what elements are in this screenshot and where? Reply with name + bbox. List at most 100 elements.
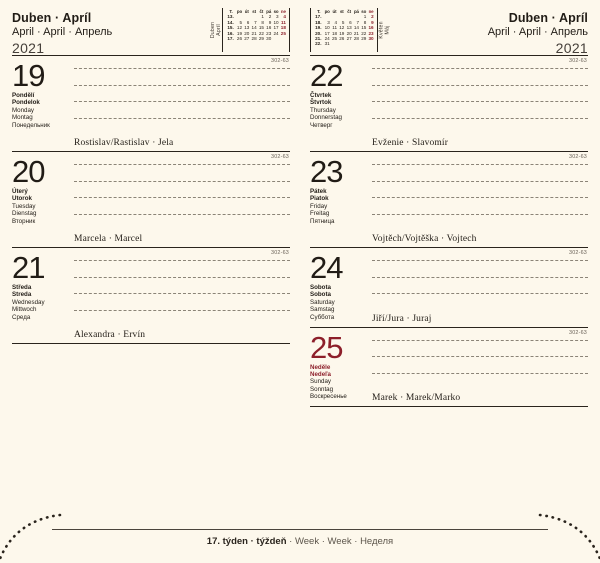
day-date-column: 22 Čtvrtek Štvrtok Thursday Donnerstag Четвер… [310, 59, 372, 149]
day-divider [310, 151, 588, 152]
writing-line[interactable] [74, 164, 290, 181]
writing-line[interactable] [74, 293, 290, 310]
mini-weekday-header: st [339, 9, 344, 14]
mini-week-number: 16. [227, 30, 234, 36]
mini-week-row: 17. 1 2 [314, 14, 375, 19]
mini-day-cell: 4 [283, 14, 286, 20]
page-header: Duben · Apríl April · April · Апрель 2021 D… [12, 8, 290, 56]
writing-line[interactable] [74, 197, 290, 214]
writing-line[interactable] [74, 260, 290, 277]
mini-calendar-table-wrap: T. po út st čt pá so ne 17. 1 2 18. 3 4 5 6 7 8 9 19. 10 11 12… [310, 8, 378, 52]
mini-day-cell: 2 [371, 14, 374, 20]
page-code: 302-63 [271, 250, 289, 256]
writing-line[interactable] [372, 84, 588, 102]
mini-calendar-month-label: Duben Apríl [209, 8, 222, 52]
mini-week-row: 16. 19 20 21 22 23 24 25 [226, 31, 287, 36]
weekday-name: Piatok [310, 195, 329, 203]
mini-day-cell: 8 [261, 19, 264, 25]
mini-week-row: 20. 17 18 19 20 21 22 23 [314, 31, 375, 36]
weekday-name: Вторник [12, 217, 36, 225]
writing-line[interactable] [372, 117, 588, 135]
writing-line[interactable] [74, 213, 290, 231]
writing-line[interactable] [74, 276, 290, 294]
weekday-names: Pondělí Pondelok Monday Montag Понедельник [12, 92, 74, 129]
mini-week-row: 18. 3 4 5 6 7 8 9 [314, 20, 375, 25]
page-code: 302-63 [569, 58, 587, 64]
writing-line[interactable] [372, 372, 588, 390]
writing-line[interactable] [74, 309, 290, 327]
mini-calendar-month-text: Květen Máj [378, 21, 391, 39]
mini-weekday-header: čt [259, 9, 264, 14]
mini-weekday-header: út [244, 9, 249, 14]
mini-week-row: 17. 26 27 28 29 30 [226, 36, 287, 41]
mini-calendar-table: T. po út st čt pá so ne 17. 1 2 18. 3 4 5 6 7 8 9 19. 10 11 12… [314, 9, 375, 47]
mini-day-cell: 14 [353, 25, 359, 31]
mini-day-cell: 20 [346, 30, 352, 36]
mini-day-cell: 19 [236, 30, 243, 36]
name-day-label: Evženie · Slavomír [372, 138, 449, 148]
mini-day-cell: 9 [268, 19, 272, 25]
day-date-column: 21 Středa Streda Wednesday Mittwoch Среда [12, 251, 74, 341]
mini-day-cell: 26 [236, 36, 243, 42]
month-title-block: Duben · Apríl April · April · Апрель 2021 [12, 8, 209, 56]
mini-weekday-header: po [236, 9, 243, 14]
day-writing-area: Jiří/Jura · Juraj [372, 251, 588, 325]
writing-line[interactable] [372, 293, 588, 310]
day-block-21: 302-63 21 Středa Streda Wednesday Mittwoch Сре… [12, 248, 290, 344]
weekday-name: Štvrtok [310, 99, 332, 107]
writing-line[interactable] [372, 276, 588, 294]
weekday-names: Pátek Piatok Friday Freitag Пятница [310, 188, 372, 225]
day-body: 21 Středa Streda Wednesday Mittwoch Среда Alex… [12, 251, 290, 341]
name-day-row: Alexandra · Ervín [74, 326, 290, 341]
weekday-name: Понедельник [12, 121, 50, 129]
writing-line[interactable] [372, 356, 588, 373]
day-divider [12, 247, 290, 248]
day-block-25: 302-63 25 Neděle Nedeľa Sunday Sonntag Воскрес… [310, 328, 588, 407]
weekday-name: Sobota [310, 284, 331, 291]
writing-line[interactable] [74, 117, 290, 135]
mini-day-cell: 12 [236, 25, 243, 31]
week-languages-label: · Week · Week · Неделя [289, 536, 394, 547]
mini-calendar-table-wrap: T. po út st čt pá so ne 13. 1 2 3 4 14. 5 6 7 8 9 10 11 15. 12… [222, 8, 290, 52]
footer-divider [52, 529, 548, 530]
writing-line[interactable] [372, 339, 588, 357]
mini-week-number: 14. [227, 19, 234, 25]
mini-week-number: 13. [227, 14, 234, 20]
weekday-name: Воскресенье [310, 393, 347, 401]
writing-line[interactable] [372, 68, 588, 85]
mini-week-number: 21. [315, 36, 322, 42]
writing-line[interactable] [74, 68, 290, 85]
mini-day-cell: 4 [334, 19, 338, 25]
writing-line[interactable] [372, 197, 588, 214]
writing-line[interactable] [372, 101, 588, 118]
writing-line[interactable] [372, 260, 588, 277]
day-block-23: 302-63 23 Pátek Piatok Friday Freitag Пятница V… [310, 152, 588, 248]
weekday-name: Pondelok [12, 99, 40, 107]
writing-line[interactable] [74, 84, 290, 102]
name-day-row: Jiří/Jura · Juraj [372, 310, 588, 325]
mini-week-number: 18. [315, 19, 322, 25]
mini-weekday-header: T. [229, 9, 233, 14]
day-writing-area: Alexandra · Ervín [74, 251, 290, 341]
mini-day-cell: 3 [276, 14, 279, 20]
mini-weekday-header: so [273, 9, 279, 14]
month-title-translations: April · April · Апрель [12, 26, 113, 38]
day-date-column: 20 Úterý Utorok Tuesday Dienstag Вторник [12, 155, 74, 245]
weekday-name: Čtvrtek [310, 92, 332, 99]
mini-day-cell: 25 [280, 30, 286, 36]
day-date-column: 25 Neděle Nedeľa Sunday Sonntag Воскресенье [310, 331, 372, 405]
writing-line[interactable] [74, 180, 290, 198]
day-body: 24 Sobota Sobota Saturday Samstag Суббота Jiří… [310, 251, 588, 325]
day-block-24: 302-63 24 Sobota Sobota Saturday Samstag Суббо… [310, 248, 588, 328]
writing-line[interactable] [74, 101, 290, 118]
mini-day-cell: 16 [368, 25, 374, 31]
mini-day-cell [367, 41, 374, 46]
name-day-row: Vojtěch/Vojtěška · Vojtech [372, 230, 588, 245]
weekday-name: Tuesday [12, 202, 36, 210]
writing-line[interactable] [372, 164, 588, 181]
mini-day-cell: 15 [258, 25, 264, 31]
writing-line[interactable] [372, 180, 588, 198]
weekday-name: Úterý [12, 188, 28, 195]
mini-day-cell: 15 [361, 25, 367, 31]
writing-line[interactable] [372, 213, 588, 231]
